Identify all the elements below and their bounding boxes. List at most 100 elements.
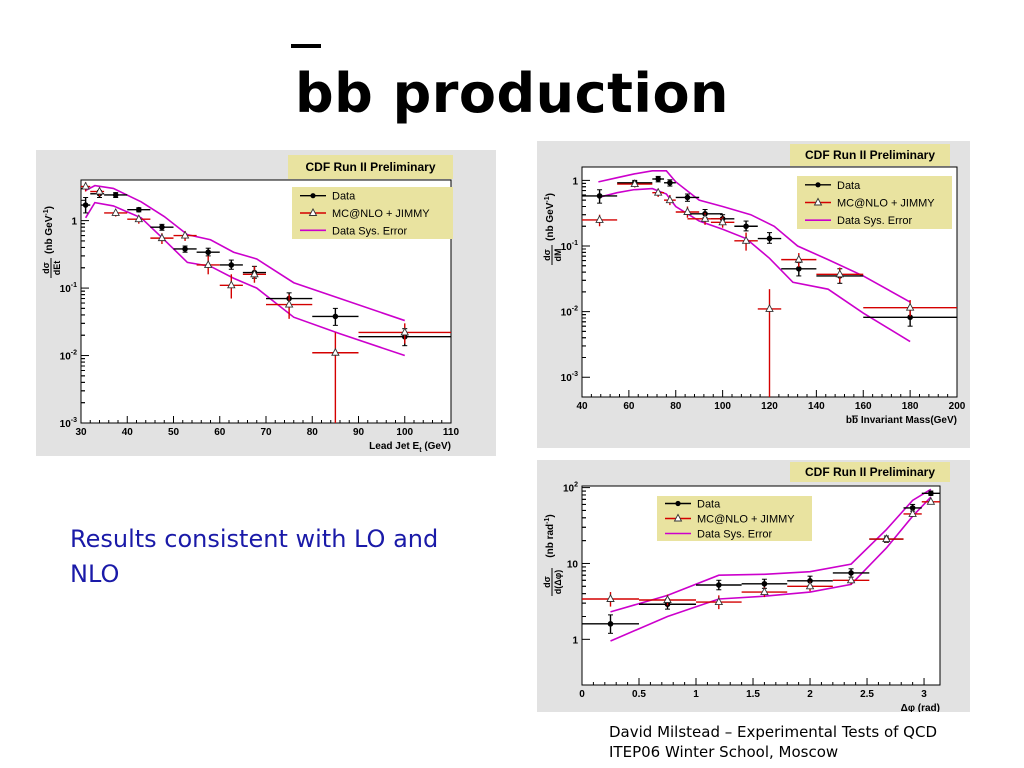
mc-point [250, 269, 259, 278]
x-tick-label: 60 [214, 427, 226, 438]
y-frac-numerator: dσ [542, 576, 552, 588]
x-tick-label: 100 [714, 401, 731, 412]
data-point [761, 580, 768, 587]
mc-point [203, 260, 213, 268]
y-tick-label: 10-3 [60, 417, 77, 430]
y-frac-denominator: dM [553, 249, 563, 262]
mc-point [846, 575, 856, 584]
x-tick-label: 120 [761, 401, 778, 412]
mc-point [760, 587, 769, 595]
data-point [655, 176, 661, 182]
legend-mc-marker [813, 197, 823, 206]
mc-point [794, 254, 804, 263]
mc-point [284, 299, 294, 308]
banner-text: CDF Run II Preliminary [805, 465, 935, 479]
legend-label: MC@NLO + JIMMY [332, 208, 430, 220]
mc-point [805, 581, 815, 590]
y-axis-label: (nb GeV-1) dσ dEt [41, 206, 62, 278]
legend-label: Data Sys. Error [697, 529, 773, 541]
sys-band-upper [610, 488, 932, 613]
chart-panel-delta-phi: CDF Run II Preliminary 0 0.5 1 1.5 2 2.5 3 1 10 10… [537, 460, 970, 712]
y-tick-label: 10 [567, 559, 579, 570]
x-tick-label: 160 [855, 401, 872, 412]
x-axis-label: bb Invariant Mass(GeV) [846, 415, 957, 426]
mc-point [331, 347, 340, 356]
mc-point [683, 207, 692, 215]
mc-point [882, 534, 891, 542]
data-point [684, 194, 691, 201]
y-tick-label: 10-2 [60, 350, 77, 363]
data-point [928, 490, 934, 497]
antiquark-overline [291, 44, 321, 48]
x-tick-label: 40 [122, 427, 134, 438]
mc-point [926, 496, 936, 505]
y-frac-denominator: d(Δφ) [553, 570, 563, 594]
mc-point [908, 508, 917, 517]
data-point [667, 179, 673, 186]
y-tick-label: 10-2 [561, 306, 578, 319]
legend-label: Data [697, 499, 721, 511]
legend-label: MC@NLO + JIMMY [697, 514, 795, 526]
y-axis-label: (nb GeV-1) dσ dM [542, 193, 563, 265]
legend-label: Data Sys. Error [332, 225, 408, 237]
x-tick-label: 50 [168, 427, 180, 438]
chart-panel-invariant-mass: CDF Run II Preliminary 40 60 80 100 120 140 160… [537, 141, 970, 448]
y-tick-label: 10-3 [561, 371, 578, 384]
results-text: Results consistent with LO and NLO [70, 525, 439, 588]
chart-invariant-mass: CDF Run II Preliminary 40 60 80 100 120 140 160… [542, 144, 966, 426]
banner-box [790, 462, 950, 482]
sys-band-upper [598, 170, 911, 303]
footer-author-line: David Milstead – Experimental Tests of Q… [609, 723, 938, 741]
mc-point [653, 187, 663, 196]
mc-point [400, 327, 410, 336]
legend-data-marker [815, 182, 821, 188]
legend-label: Data Sys. Error [837, 215, 913, 227]
mc-point [134, 214, 144, 223]
mc-point [81, 181, 90, 190]
sys-band-upper [85, 184, 406, 322]
mc-point [700, 213, 710, 222]
x-tick-label: 0.5 [632, 689, 646, 700]
mc-point [741, 235, 751, 244]
y-axis-label-text: (nb GeV-1) [43, 206, 55, 254]
mc-point [835, 269, 845, 278]
x-tick-label: 80 [307, 427, 319, 438]
x-tick-label: 180 [902, 401, 919, 412]
data-point [228, 262, 235, 268]
y-axis-label-text: (nb GeV-1) [544, 193, 556, 241]
mc-point [665, 195, 675, 204]
x-tick-label: 110 [443, 427, 460, 438]
legend-label: MC@NLO + JIMMY [837, 198, 935, 210]
data-point [716, 582, 722, 588]
data-point [795, 265, 802, 272]
legend-label: Data [837, 180, 861, 192]
mc-point [630, 179, 639, 187]
x-tick-label: 140 [808, 401, 825, 412]
banner-box [790, 144, 950, 166]
y-frac-numerator: dσ [41, 262, 51, 274]
y-tick-label: 1 [71, 217, 77, 228]
data-point [907, 314, 913, 321]
x-tick-label: 40 [576, 401, 588, 412]
mc-point [905, 302, 915, 311]
x-tick-label: 1 [693, 689, 699, 700]
y-tick-label: 10-1 [60, 282, 77, 295]
mc-point [606, 594, 615, 602]
x-axis-label: Δφ (rad) [901, 703, 940, 712]
data-point [743, 223, 749, 230]
mc-point [765, 303, 774, 312]
chart-panel-lead-jet-et: CDF Run II Preliminary 30 40 50 60 70 80 90 100 1… [36, 150, 496, 456]
data-point [182, 246, 188, 252]
y-frac-numerator: dσ [542, 249, 552, 261]
chart-delta-phi: CDF Run II Preliminary 0 0.5 1 1.5 2 2.5 3 1 10 10… [542, 462, 950, 712]
legend-label: Data [332, 191, 356, 203]
legend-data-marker [310, 193, 316, 199]
x-tick-label: 100 [396, 427, 413, 438]
x-tick-label: 3 [921, 689, 927, 700]
x-tick-label: 2 [807, 689, 813, 700]
banner-text: CDF Run II Preliminary [305, 160, 435, 174]
x-tick-label: 2.5 [860, 689, 874, 700]
data-point [159, 224, 165, 230]
sys-band-lower [610, 496, 932, 642]
y-tick-label: 1 [572, 635, 578, 646]
